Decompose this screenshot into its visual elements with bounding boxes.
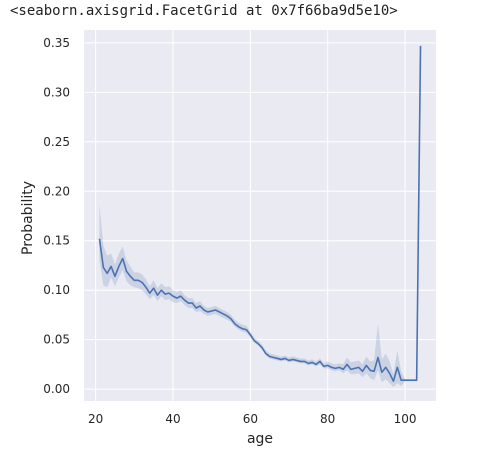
- x-tick-labels: 20 40 60 80 100: [88, 412, 417, 426]
- y-tick-labels: 0.00 0.05 0.10 0.15 0.20 0.25 0.30 0.35: [43, 36, 70, 396]
- grid-lines: [84, 30, 436, 401]
- x-tick-label: 80: [320, 412, 335, 426]
- y-tick-label: 0.15: [43, 234, 70, 248]
- x-tick-label: 60: [243, 412, 258, 426]
- x-axis-label: age: [247, 431, 273, 447]
- y-tick-label: 0.00: [43, 382, 70, 396]
- x-tick-label: 20: [88, 412, 103, 426]
- y-tick-label: 0.05: [43, 333, 70, 347]
- confidence-band-group: [99, 44, 421, 388]
- confidence-band: [99, 44, 421, 388]
- y-tick-label: 0.25: [43, 135, 70, 149]
- y-tick-label: 0.30: [43, 85, 70, 99]
- probability-line: [98, 45, 422, 383]
- x-tick-label: 40: [165, 412, 180, 426]
- cell-output-repr: <seaborn.axisgrid.FacetGrid at 0x7f66ba9…: [10, 3, 398, 19]
- x-tick-label: 100: [394, 412, 417, 426]
- y-axis-label: Probability: [20, 181, 36, 255]
- series-line-group: [98, 45, 422, 383]
- y-tick-label: 0.20: [43, 184, 70, 198]
- y-tick-label: 0.10: [43, 283, 70, 297]
- y-tick-label: 0.35: [43, 36, 70, 50]
